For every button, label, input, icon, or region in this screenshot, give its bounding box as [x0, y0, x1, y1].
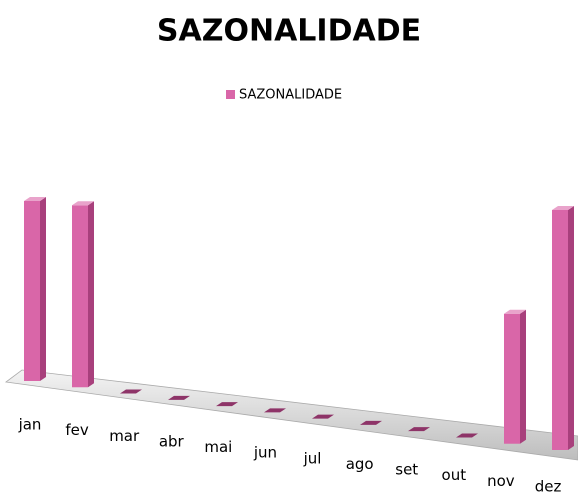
floor	[4, 369, 578, 461]
bar-face	[568, 206, 574, 450]
bar	[408, 427, 430, 432]
x-tick-label: mar	[109, 427, 140, 445]
bar-face	[216, 402, 238, 407]
legend-label: SAZONALIDADE	[239, 88, 342, 103]
bar	[72, 201, 94, 388]
bar-face	[552, 206, 574, 210]
x-tick-label: mai	[204, 438, 232, 456]
bar	[168, 395, 190, 400]
bar-face	[504, 309, 526, 314]
bar-face	[552, 210, 568, 450]
x-tick-label: dez	[535, 478, 562, 493]
legend-swatch	[226, 90, 235, 99]
x-tick-label: set	[395, 461, 418, 479]
bar	[120, 389, 142, 394]
bar-face	[72, 201, 94, 206]
x-tick-label: jul	[303, 449, 322, 467]
bar	[216, 402, 238, 407]
bar-face	[408, 427, 430, 432]
bar	[24, 197, 46, 381]
bar-face	[504, 313, 520, 444]
bar-face	[168, 395, 190, 400]
x-tick-label: ago	[346, 455, 374, 473]
bar-face	[120, 389, 142, 394]
bar-face	[264, 408, 286, 413]
x-tick-label: nov	[487, 472, 515, 490]
x-tick-label: fev	[65, 421, 89, 439]
bar	[360, 420, 382, 425]
bar-face	[40, 197, 46, 381]
bar-face	[456, 433, 478, 438]
x-tick-label: abr	[159, 432, 185, 450]
bar	[504, 309, 526, 444]
bar-face	[24, 197, 46, 201]
bar	[456, 433, 478, 438]
bar-face	[88, 201, 94, 388]
x-tick-label: jan	[18, 416, 42, 434]
bar-face	[312, 414, 334, 419]
bar	[264, 408, 286, 413]
bar-face	[360, 420, 382, 425]
legend: SAZONALIDADE	[226, 88, 342, 103]
bar-face	[72, 205, 88, 388]
x-tick-label: out	[442, 466, 467, 484]
bar	[552, 206, 574, 450]
chart-title: SAZONALIDADE	[157, 14, 421, 49]
bar-face	[520, 309, 526, 444]
bar-face	[24, 201, 40, 381]
x-tick-label: jun	[253, 444, 277, 462]
bar	[312, 414, 334, 419]
